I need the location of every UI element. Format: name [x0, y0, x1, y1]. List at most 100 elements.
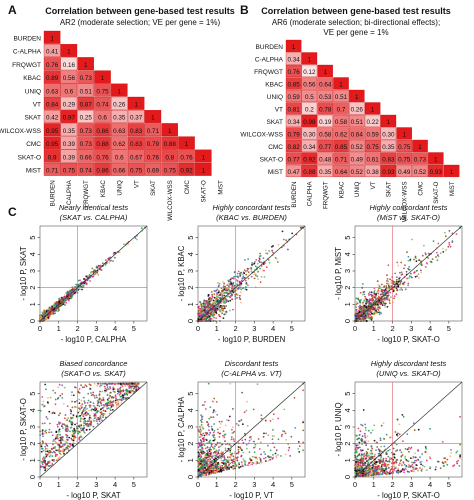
data-point	[212, 410, 215, 413]
cell-value: 0.56	[63, 75, 76, 82]
cell-value: 0.52	[351, 169, 364, 176]
data-point	[45, 310, 48, 312]
x-tick-label: 2	[75, 324, 79, 333]
data-point	[416, 269, 418, 272]
data-point	[215, 311, 218, 313]
data-point	[222, 467, 225, 469]
data-point	[81, 414, 83, 417]
data-point	[59, 436, 62, 439]
data-point	[89, 384, 92, 387]
data-point	[281, 230, 284, 233]
data-point	[119, 392, 122, 394]
heatmap-cell	[161, 136, 178, 150]
data-point	[50, 447, 53, 450]
data-point	[235, 423, 238, 425]
heatmap-cell	[77, 96, 94, 110]
data-point	[252, 462, 255, 464]
data-point	[241, 273, 244, 276]
cell-value: 0.95	[46, 128, 59, 135]
data-point	[43, 311, 46, 313]
data-point	[199, 433, 202, 436]
data-point	[253, 451, 256, 453]
data-point	[362, 318, 365, 321]
data-point	[218, 468, 220, 471]
data-point	[397, 264, 399, 267]
data-point	[203, 439, 205, 442]
data-point	[61, 384, 64, 387]
data-point	[226, 284, 229, 286]
data-point	[101, 262, 104, 265]
data-point	[135, 388, 138, 390]
data-point	[246, 400, 249, 403]
row-label: VT	[275, 107, 283, 114]
data-point	[242, 458, 245, 460]
data-point	[414, 275, 417, 278]
data-point	[384, 306, 387, 308]
data-point	[247, 258, 250, 260]
scatter-title: Highly concordant tests	[213, 203, 291, 212]
data-point	[379, 303, 382, 306]
data-point	[398, 433, 401, 436]
x-tick-label: 5	[132, 324, 136, 333]
data-point	[121, 382, 123, 385]
data-point	[229, 295, 231, 298]
data-point	[229, 283, 231, 286]
data-point	[232, 291, 235, 294]
data-point	[358, 310, 361, 313]
data-point	[42, 435, 44, 438]
data-point	[410, 272, 412, 275]
data-point	[204, 447, 207, 450]
data-point	[287, 449, 290, 452]
data-point	[208, 302, 211, 305]
heatmap-cell	[94, 149, 111, 163]
heatmap-cell	[333, 127, 349, 140]
data-point	[439, 252, 442, 255]
data-point	[222, 317, 225, 319]
data-point	[222, 307, 225, 310]
data-point	[237, 448, 240, 451]
data-point	[97, 416, 100, 419]
data-point	[240, 461, 243, 464]
data-point	[423, 244, 425, 247]
data-point	[216, 441, 219, 444]
data-point	[213, 293, 216, 295]
data-point	[41, 396, 44, 398]
data-point	[226, 460, 229, 463]
data-point	[355, 306, 357, 308]
data-point	[269, 420, 272, 422]
data-point	[224, 449, 227, 452]
data-point	[108, 412, 111, 415]
x-axis-label: - log10 P, CALPHA	[61, 335, 128, 344]
data-point	[70, 412, 72, 415]
data-point	[51, 455, 54, 457]
cell-value: 0.62	[335, 132, 348, 139]
data-point	[200, 419, 202, 422]
data-point	[205, 439, 208, 441]
col-label: SKAT-O	[433, 181, 440, 203]
x-tick-label: 5	[447, 324, 451, 333]
cell-value: 0.61	[366, 157, 379, 164]
heatmap-cell	[60, 96, 78, 110]
data-point	[287, 248, 289, 251]
data-point	[98, 420, 101, 423]
data-point	[220, 292, 223, 295]
data-point	[231, 277, 234, 279]
data-point	[216, 292, 218, 295]
scatter-panel: Biased concordance(SKAT-O vs. SKAT)0 1 2 3 4…	[19, 359, 148, 500]
data-point	[103, 385, 106, 388]
data-point	[53, 460, 55, 462]
data-point	[60, 303, 63, 306]
heatmap-cell	[349, 114, 365, 128]
data-point	[58, 448, 61, 451]
data-point	[298, 451, 301, 453]
data-point	[213, 458, 216, 461]
data-point	[74, 401, 76, 403]
scatter-panel: Highly discordant tests(UNIQ vs. SKAT-O)…	[334, 359, 463, 500]
data-point	[377, 303, 379, 306]
cell-value: 1	[101, 75, 105, 82]
cell-value: 0.64	[351, 132, 364, 139]
data-point	[45, 317, 48, 319]
heatmap-cell	[285, 64, 302, 78]
heatmap-cell	[144, 149, 162, 163]
data-point	[218, 306, 221, 308]
